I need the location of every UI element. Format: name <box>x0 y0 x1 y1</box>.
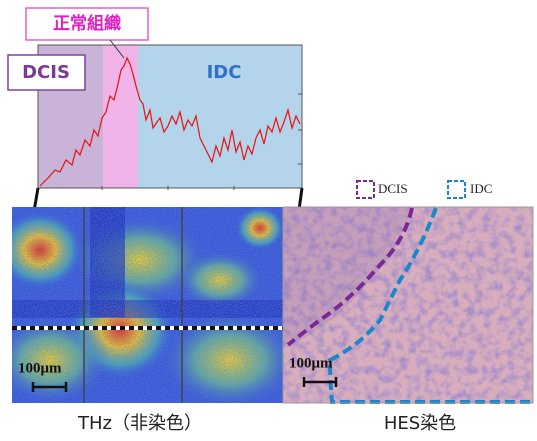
figure: 正常組織 DCIS IDC DCIS IDC 100μm 100μm <box>0 0 537 441</box>
caption: HES染色 <box>384 413 456 434</box>
hes-image <box>283 207 533 403</box>
legend-swatch <box>448 181 465 198</box>
idc-label: IDC <box>207 62 242 83</box>
legend-swatch <box>357 181 374 198</box>
thz-image <box>0 206 300 410</box>
dcis-label: DCIS <box>22 62 70 83</box>
scale-label: 100μm <box>289 355 333 371</box>
legend-label: DCIS <box>378 181 408 196</box>
legend-label: IDC <box>470 181 492 196</box>
callout-label: 正常組織 <box>53 13 121 34</box>
caption: THz（非染色） <box>77 413 202 434</box>
scale-label: 100μm <box>18 360 62 376</box>
